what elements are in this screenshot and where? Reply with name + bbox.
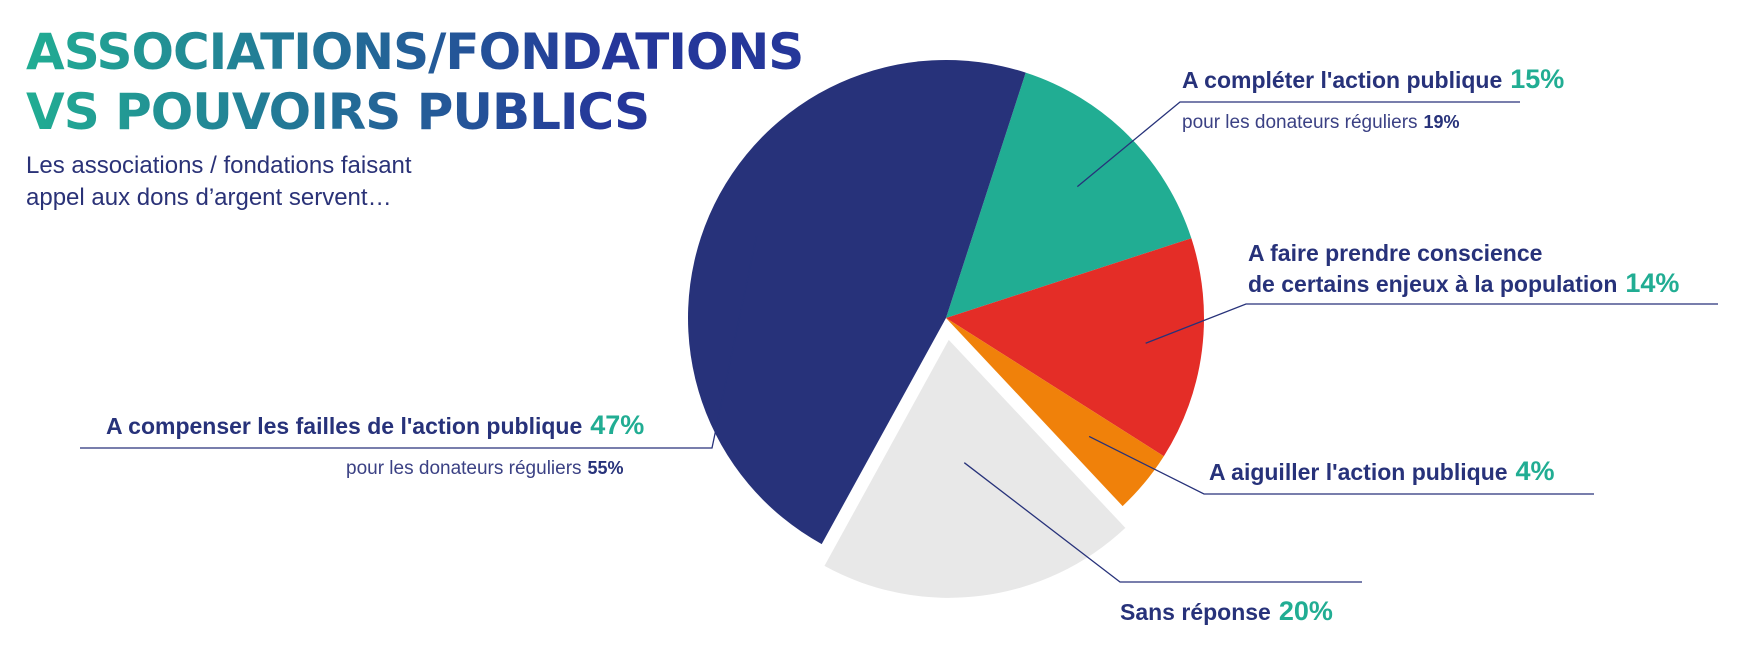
regular-donors-completer-text: pour les donateurs réguliers (1182, 112, 1418, 133)
regular-donors-completer: pour les donateurs réguliers 19% (1182, 112, 1460, 134)
slice-label-compenser-text: A compenser les failles de l'action publ… (106, 413, 583, 439)
pie-slice-completer (946, 72, 1192, 319)
slice-label-sans-reponse-value: 20% (1278, 596, 1333, 626)
slice-label-aiguiller: A aiguiller l'action publique 4% (1209, 456, 1555, 487)
slice-label-compenser: A compenser les failles de l'action publ… (106, 410, 644, 441)
leader-line-sans-reponse (963, 462, 1362, 583)
regular-donors-completer-value: 19% (1423, 112, 1460, 132)
slice-label-aiguiller-text: A aiguiller l'action publique (1209, 459, 1508, 485)
chart-subtitle-line-1: Les associations / fondations faisant (26, 152, 412, 179)
slice-label-completer: A compléter l'action publique 15% (1182, 64, 1564, 95)
leader-line-compenser (80, 235, 758, 449)
regular-donors-compenser-text: pour les donateurs réguliers (346, 458, 582, 479)
chart-subtitle-line-2: appel aux dons d’argent servent… (26, 184, 392, 211)
regular-donors-compenser: pour les donateurs réguliers 55% (346, 458, 624, 480)
regular-donors-compenser-value: 55% (587, 458, 624, 478)
pie-slices (688, 60, 1204, 598)
pie-slice-compenser (688, 60, 1026, 545)
slice-label-sans-reponse: Sans réponse 20% (1120, 596, 1333, 627)
leader-line-conscience (1145, 303, 1718, 344)
slice-label-compenser-value: 47% (590, 410, 645, 440)
slice-label-conscience-value: 14% (1625, 268, 1680, 298)
slice-label-conscience: A faire prendre conscience de certains e… (1248, 238, 1679, 299)
slice-label-completer-value: 15% (1510, 64, 1565, 94)
slice-label-completer-text: A compléter l'action publique (1182, 67, 1503, 93)
pie-slice-conscience (946, 238, 1204, 457)
slice-label-sans-reponse-text: Sans réponse (1120, 599, 1271, 625)
slice-label-conscience-line-2: de certains enjeux à la population (1248, 271, 1618, 297)
leader-line-completer (1076, 101, 1520, 188)
slice-label-aiguiller-value: 4% (1515, 456, 1555, 486)
leader-line-aiguiller (1088, 435, 1594, 495)
pie-slice-sans-reponse (824, 339, 1126, 598)
slice-label-conscience-line-1: A faire prendre conscience (1248, 240, 1543, 266)
pie-slice-aiguiller (946, 318, 1164, 507)
leader-lines (80, 101, 1718, 583)
chart-subtitle: Les associations / fondations faisant ap… (26, 150, 412, 214)
